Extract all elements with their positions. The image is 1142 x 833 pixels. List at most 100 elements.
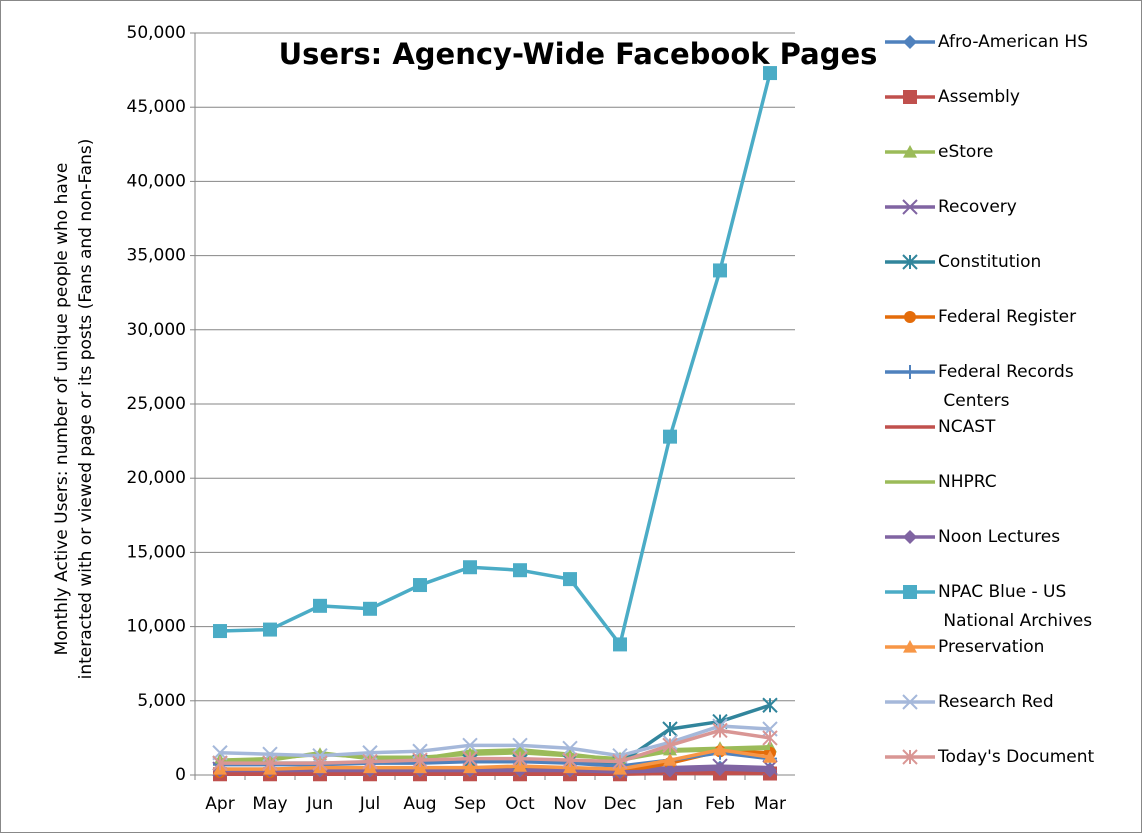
series — [212, 722, 778, 771]
marker — [412, 752, 428, 768]
marker — [903, 145, 917, 158]
marker — [904, 311, 916, 323]
x-tick-label: Feb — [705, 794, 735, 814]
marker — [903, 90, 917, 104]
legend-label: eStore — [938, 142, 993, 162]
marker — [663, 429, 677, 444]
marker — [312, 748, 328, 764]
series — [213, 762, 777, 780]
y-tick-label: 40,000 — [127, 171, 186, 191]
x-tick-label: Mar — [754, 794, 786, 814]
marker — [762, 697, 778, 713]
marker — [213, 624, 227, 639]
marker — [262, 755, 278, 771]
y-axis-label: Monthly Active Users: number of unique p… — [52, 163, 72, 656]
marker — [263, 622, 277, 637]
series — [213, 66, 777, 652]
marker — [612, 753, 628, 770]
marker — [713, 263, 727, 278]
marker — [613, 637, 627, 652]
x-tick-label: Sep — [454, 794, 486, 814]
x-tick-label: May — [252, 794, 287, 814]
marker — [762, 730, 778, 746]
marker — [903, 35, 917, 49]
marker — [903, 640, 917, 653]
marker — [463, 760, 477, 774]
y-tick-label: 35,000 — [127, 246, 186, 266]
y-tick-label: 20,000 — [127, 468, 186, 488]
marker — [902, 694, 918, 710]
legend-label: Constitution — [938, 252, 1041, 272]
chart-title: Users: Agency-Wide Facebook Pages — [279, 37, 878, 71]
y-tick-label: 10,000 — [127, 617, 186, 637]
marker — [463, 560, 477, 575]
marker — [902, 254, 918, 270]
marker — [763, 66, 777, 81]
marker — [462, 750, 478, 767]
x-tick-label: Dec — [604, 794, 637, 814]
series-line — [219, 724, 771, 758]
y-tick-label: 15,000 — [127, 542, 186, 562]
marker — [362, 753, 378, 770]
legend-label: Noon Lectures — [938, 527, 1060, 547]
marker — [713, 762, 727, 777]
y-tick-label: 45,000 — [127, 97, 186, 117]
marker — [663, 763, 677, 778]
x-tick-label: Jan — [656, 794, 683, 814]
legend-label: Federal Register — [938, 307, 1076, 327]
marker — [903, 585, 917, 599]
legend-label: Preservation — [938, 637, 1044, 657]
y-tick-label: 50,000 — [127, 23, 186, 43]
legend-label: NCAST — [938, 417, 996, 437]
marker — [313, 598, 327, 613]
marker — [212, 755, 228, 771]
marker — [903, 530, 917, 544]
legend-label: Recovery — [938, 197, 1017, 217]
marker — [712, 722, 728, 739]
y-axis-label: interacted with or viewed page or its po… — [76, 139, 96, 680]
series-line — [220, 767, 771, 774]
x-tick-label: Oct — [505, 794, 535, 814]
marker — [563, 572, 577, 587]
series-line — [220, 748, 771, 771]
legend-label: Federal Records Centers — [938, 362, 1074, 411]
marker — [512, 737, 528, 754]
marker — [512, 750, 528, 767]
marker — [902, 199, 918, 215]
y-tick-label: 5,000 — [137, 691, 186, 711]
marker — [312, 755, 328, 771]
marker — [513, 563, 527, 578]
marker — [763, 763, 777, 778]
marker — [562, 752, 578, 768]
series-line — [220, 728, 771, 765]
legend-label: Research Red — [938, 692, 1054, 712]
y-tick-label: 0 — [175, 765, 186, 785]
marker — [662, 737, 678, 754]
marker — [763, 750, 777, 763]
y-tick-label: 30,000 — [127, 320, 186, 340]
x-tick-label: Nov — [553, 794, 586, 814]
marker — [363, 601, 377, 616]
marker — [562, 740, 578, 756]
marker — [903, 365, 917, 379]
marker — [662, 721, 678, 737]
marker — [713, 742, 727, 756]
x-tick-label: Aug — [403, 794, 436, 814]
x-tick-label: Jul — [359, 794, 381, 814]
legend-label: Today's Document — [937, 747, 1095, 767]
marker — [462, 737, 478, 754]
y-tick-label: 25,000 — [127, 394, 186, 414]
x-tick-label: Apr — [205, 794, 234, 814]
legend-label: NHPRC — [938, 472, 997, 492]
legend-label: Afro-American HS — [938, 32, 1088, 52]
marker — [902, 749, 918, 765]
series-line — [219, 72, 772, 647]
marker — [413, 578, 427, 593]
marker — [663, 753, 677, 766]
legend-label: NPAC Blue - US National Archives — [938, 582, 1092, 631]
series — [213, 742, 777, 775]
legend-label: Assembly — [938, 87, 1020, 107]
x-tick-label: Jun — [306, 794, 334, 814]
